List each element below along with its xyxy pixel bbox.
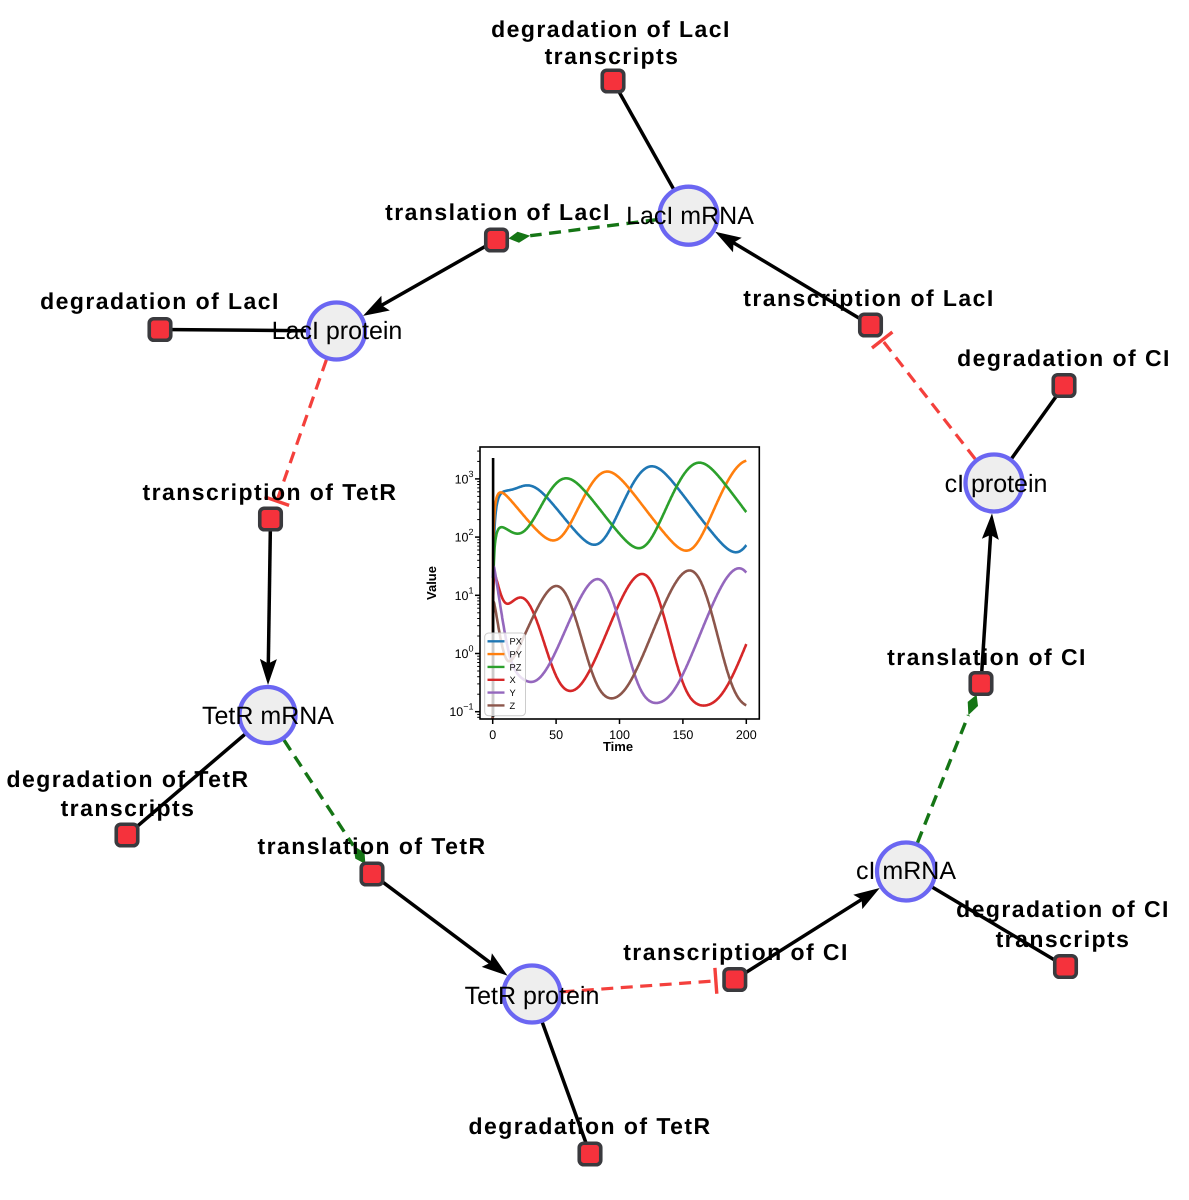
svg-text:transcripts: transcripts xyxy=(545,43,680,69)
svg-text:degradation of TetR: degradation of TetR xyxy=(468,1113,711,1139)
svg-text:transcription of TetR: transcription of TetR xyxy=(143,479,398,505)
svg-text:translation of LacI: translation of LacI xyxy=(385,199,611,225)
svg-text:translation of TetR: translation of TetR xyxy=(257,833,486,859)
svg-text:100: 100 xyxy=(609,728,630,742)
svg-text:PX: PX xyxy=(510,637,522,647)
svg-text:PZ: PZ xyxy=(510,662,522,672)
svg-text:TetR mRNA: TetR mRNA xyxy=(202,702,334,730)
svg-text:0: 0 xyxy=(489,728,496,742)
svg-text:degradation of LacI: degradation of LacI xyxy=(491,16,731,42)
svg-text:TetR protein: TetR protein xyxy=(465,982,600,1010)
svg-text:Time: Time xyxy=(603,739,633,754)
svg-text:X: X xyxy=(510,675,516,685)
svg-text:LacI protein: LacI protein xyxy=(272,317,403,345)
svg-text:Y: Y xyxy=(510,688,516,698)
svg-text:Z: Z xyxy=(510,701,516,711)
svg-text:200: 200 xyxy=(736,728,757,742)
svg-text:transcripts: transcripts xyxy=(61,795,196,821)
svg-text:translation of CI: translation of CI xyxy=(887,644,1087,670)
svg-text:degradation of TetR: degradation of TetR xyxy=(6,766,249,792)
svg-text:LacI mRNA: LacI mRNA xyxy=(626,202,754,230)
svg-text:transcription of LacI: transcription of LacI xyxy=(743,285,995,311)
svg-text:degradation of LacI: degradation of LacI xyxy=(40,288,280,314)
svg-text:cI protein: cI protein xyxy=(945,470,1048,498)
svg-text:cI mRNA: cI mRNA xyxy=(856,857,956,885)
svg-text:50: 50 xyxy=(549,728,563,742)
svg-text:150: 150 xyxy=(672,728,693,742)
svg-text:degradation of CI: degradation of CI xyxy=(956,896,1170,922)
svg-text:transcription of CI: transcription of CI xyxy=(623,939,849,965)
svg-text:transcripts: transcripts xyxy=(996,926,1131,952)
svg-text:PY: PY xyxy=(510,650,522,660)
svg-text:Value: Value xyxy=(424,566,439,600)
svg-text:degradation of CI: degradation of CI xyxy=(957,345,1171,371)
